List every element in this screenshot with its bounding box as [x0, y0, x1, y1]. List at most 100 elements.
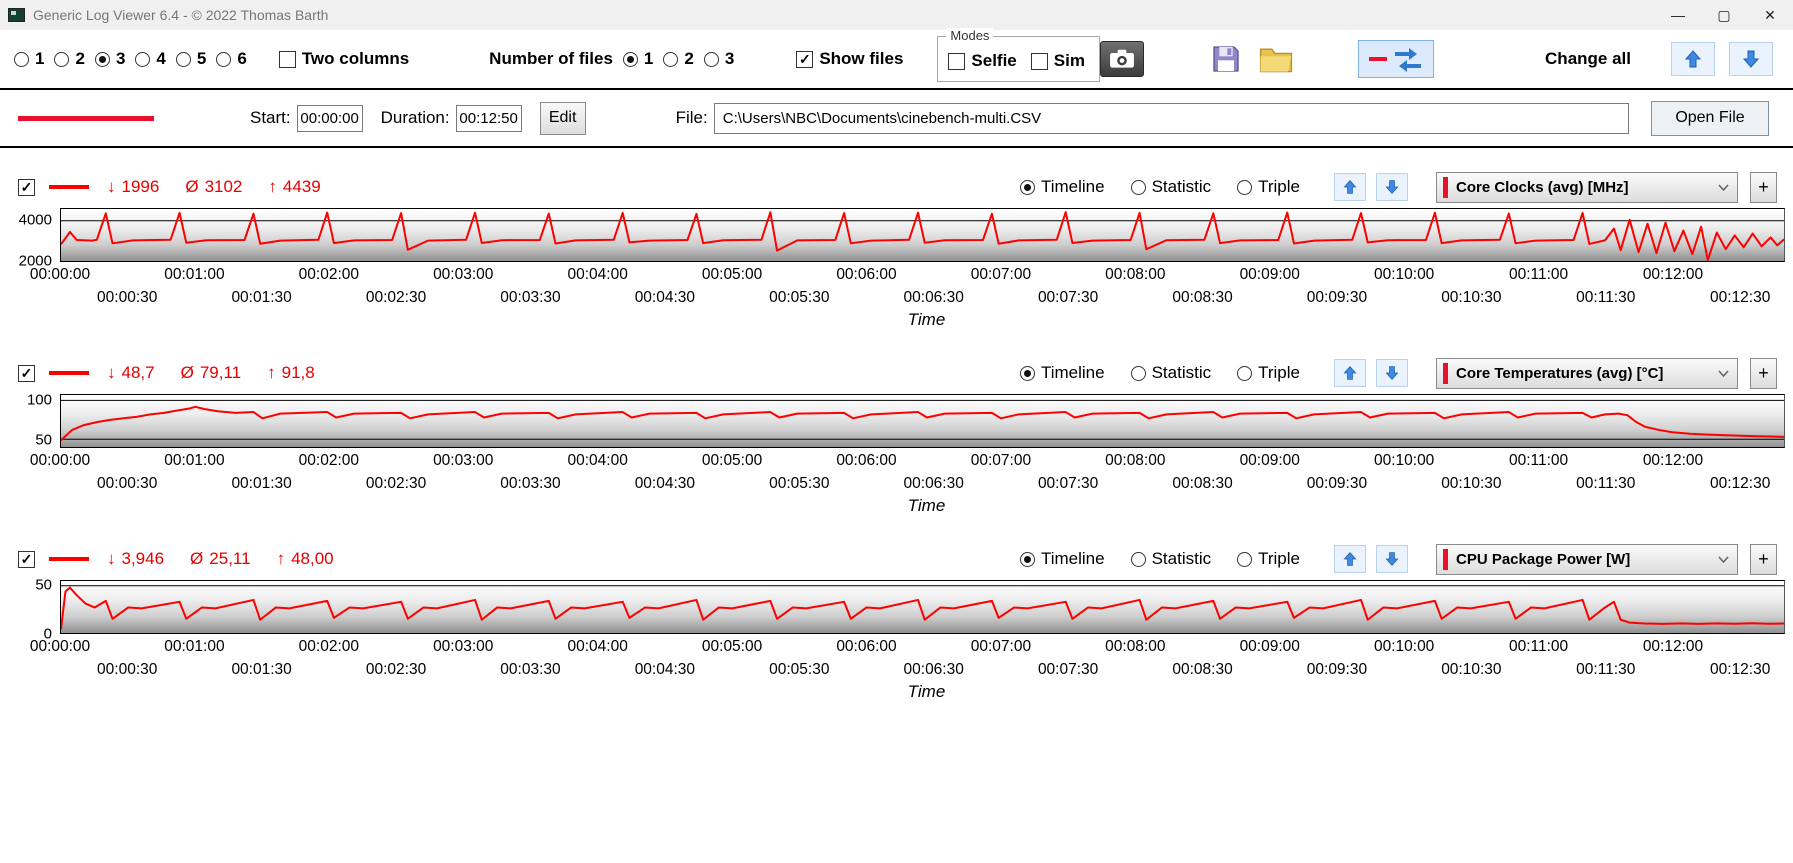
edit-button[interactable]: Edit	[539, 101, 586, 135]
x-axis-tick: 00:06:00	[836, 638, 897, 655]
radio-statistic[interactable]: Statistic	[1130, 549, 1211, 569]
layout-count-radio-2[interactable]: 2	[54, 49, 85, 69]
radio-timeline[interactable]: Timeline	[1019, 177, 1105, 197]
radio-triple[interactable]: Triple	[1237, 549, 1300, 569]
radio-icon-selected[interactable]	[94, 51, 110, 67]
file-count-radio-2[interactable]: 2	[663, 49, 694, 69]
x-axis-tick: 00:02:00	[298, 266, 359, 283]
checkbox-icon[interactable]	[278, 50, 296, 68]
number-of-files-label: Number of files	[489, 49, 613, 68]
x-axis-tick: 00:05:00	[701, 452, 763, 469]
move-up-all-button[interactable]	[1671, 42, 1715, 76]
series-enabled-checkbox[interactable]: ✓	[18, 364, 35, 382]
floppy-disk-icon	[1213, 46, 1239, 72]
maximize-button[interactable]: ▢	[1701, 0, 1747, 30]
radio-icon-selected[interactable]	[1019, 365, 1035, 381]
plot-area-core-temperatures[interactable]	[60, 394, 1785, 448]
series-enabled-checkbox[interactable]: ✓	[18, 550, 35, 568]
move-down-all-button[interactable]	[1729, 42, 1773, 76]
panel-move-down-button[interactable]	[1376, 173, 1408, 201]
avg-value: 3102	[204, 177, 243, 196]
camera-button[interactable]	[1099, 41, 1144, 77]
radio-icon[interactable]	[54, 51, 70, 67]
x-axis-tick: 00:10:00	[1373, 638, 1435, 655]
simple-checkbox[interactable]: Sim	[1030, 51, 1085, 71]
radio-icon[interactable]	[703, 51, 719, 67]
series-enabled-checkbox[interactable]: ✓	[18, 178, 35, 196]
min-stat: ↓ 3,946	[107, 549, 164, 569]
radio-icon[interactable]	[1237, 365, 1253, 381]
radio-icon[interactable]	[1130, 365, 1146, 381]
radio-icon[interactable]	[135, 51, 151, 67]
file-count-radio-3[interactable]: 3	[703, 49, 734, 69]
two-columns-checkbox[interactable]: Two columns	[278, 49, 409, 69]
radio-statistic[interactable]: Statistic	[1130, 177, 1211, 197]
x-axis-tick: 00:10:30	[1441, 289, 1502, 306]
show-files-checkbox[interactable]: ✓ Show files	[796, 49, 903, 69]
max-stat: ↑ 91,8	[267, 363, 315, 383]
main-toolbar: 1 2 3 4 5 6 Two columns Number of files …	[0, 28, 1793, 88]
checkbox-icon[interactable]	[1030, 52, 1048, 70]
layout-count-radio-3[interactable]: 3	[94, 49, 125, 69]
add-measurement-button[interactable]: +	[1750, 543, 1777, 575]
radio-timeline[interactable]: Timeline	[1019, 363, 1105, 383]
panel-move-up-button[interactable]	[1334, 359, 1366, 387]
panel-header: ✓ ↓ 48,7 Ø 79,11 ↑ 91,8 Timeline Statistic …	[0, 352, 1793, 394]
radio-icon-selected[interactable]	[1019, 179, 1035, 195]
layout-count-radio-4[interactable]: 4	[135, 49, 166, 69]
x-axis-tick: 00:12:00	[1642, 638, 1704, 655]
radio-icon[interactable]	[1130, 179, 1146, 195]
radio-icon[interactable]	[175, 51, 191, 67]
file-count-radio-1[interactable]: 1	[622, 49, 653, 69]
checkbox-checked-icon[interactable]: ✓	[796, 50, 814, 68]
panel-move-up-button[interactable]	[1334, 545, 1366, 573]
save-button[interactable]	[1206, 41, 1246, 77]
x-axis-tick: 00:07:30	[1037, 661, 1099, 678]
x-axis-tick: 00:06:30	[903, 289, 964, 306]
radio-icon[interactable]	[1237, 551, 1253, 567]
measurement-dropdown[interactable]: Core Clocks (avg) [MHz]	[1436, 171, 1738, 203]
radio-triple[interactable]: Triple	[1237, 177, 1300, 197]
checkbox-icon[interactable]	[948, 52, 966, 70]
radio-icon[interactable]	[216, 51, 232, 67]
x-axis-tick: 00:07:30	[1037, 475, 1099, 492]
view-mode-radios: Timeline Statistic Triple	[1019, 549, 1300, 569]
radio-icon[interactable]	[14, 51, 29, 67]
layout-count-radio-6[interactable]: 6	[216, 49, 247, 69]
layout-count-radio-1[interactable]: 1	[14, 49, 44, 69]
x-axis-tick: 00:02:30	[365, 661, 427, 678]
x-axis-tick: 00:06:30	[903, 661, 964, 678]
measurement-dropdown[interactable]: CPU Package Power [W]	[1436, 543, 1738, 575]
radio-icon[interactable]	[663, 51, 679, 67]
y-axis-tick: 100	[26, 391, 52, 409]
layout-count-radio-5[interactable]: 5	[175, 49, 206, 69]
duration-input[interactable]	[455, 104, 522, 132]
panel-move-down-button[interactable]	[1376, 545, 1408, 573]
measurement-dropdown[interactable]: Core Temperatures (avg) [°C]	[1436, 357, 1738, 389]
panel-move-up-button[interactable]	[1334, 173, 1366, 201]
radio-icon[interactable]	[1130, 551, 1146, 567]
add-measurement-button[interactable]: +	[1750, 171, 1777, 203]
panel-move-down-button[interactable]	[1376, 359, 1408, 387]
radio-icon-selected[interactable]	[1019, 551, 1035, 567]
selfie-checkbox[interactable]: Selfie	[948, 51, 1017, 71]
radio-triple[interactable]: Triple	[1237, 363, 1300, 383]
radio-icon[interactable]	[1237, 179, 1253, 195]
minimize-button[interactable]: —	[1655, 0, 1701, 30]
open-file-button[interactable]: Open File	[1651, 100, 1769, 136]
x-axis-tick: 00:04:30	[634, 289, 696, 306]
open-folder-button[interactable]	[1256, 41, 1296, 77]
file-path-input[interactable]	[713, 102, 1629, 134]
plot-area-cpu-package-power[interactable]	[60, 580, 1785, 634]
x-axis-tick: 00:04:00	[567, 266, 628, 283]
radio-icon-selected[interactable]	[622, 51, 638, 67]
start-input[interactable]	[296, 104, 363, 132]
change-series-button[interactable]	[1357, 40, 1434, 78]
add-measurement-button[interactable]: +	[1750, 357, 1777, 389]
close-button[interactable]: ✕	[1747, 0, 1793, 30]
x-axis-tick: 00:09:00	[1239, 452, 1300, 469]
radio-timeline[interactable]: Timeline	[1019, 549, 1105, 569]
radio-statistic[interactable]: Statistic	[1130, 363, 1211, 383]
plot-area-core-clocks[interactable]	[60, 208, 1785, 262]
max-arrow-icon: ↑	[276, 549, 286, 568]
